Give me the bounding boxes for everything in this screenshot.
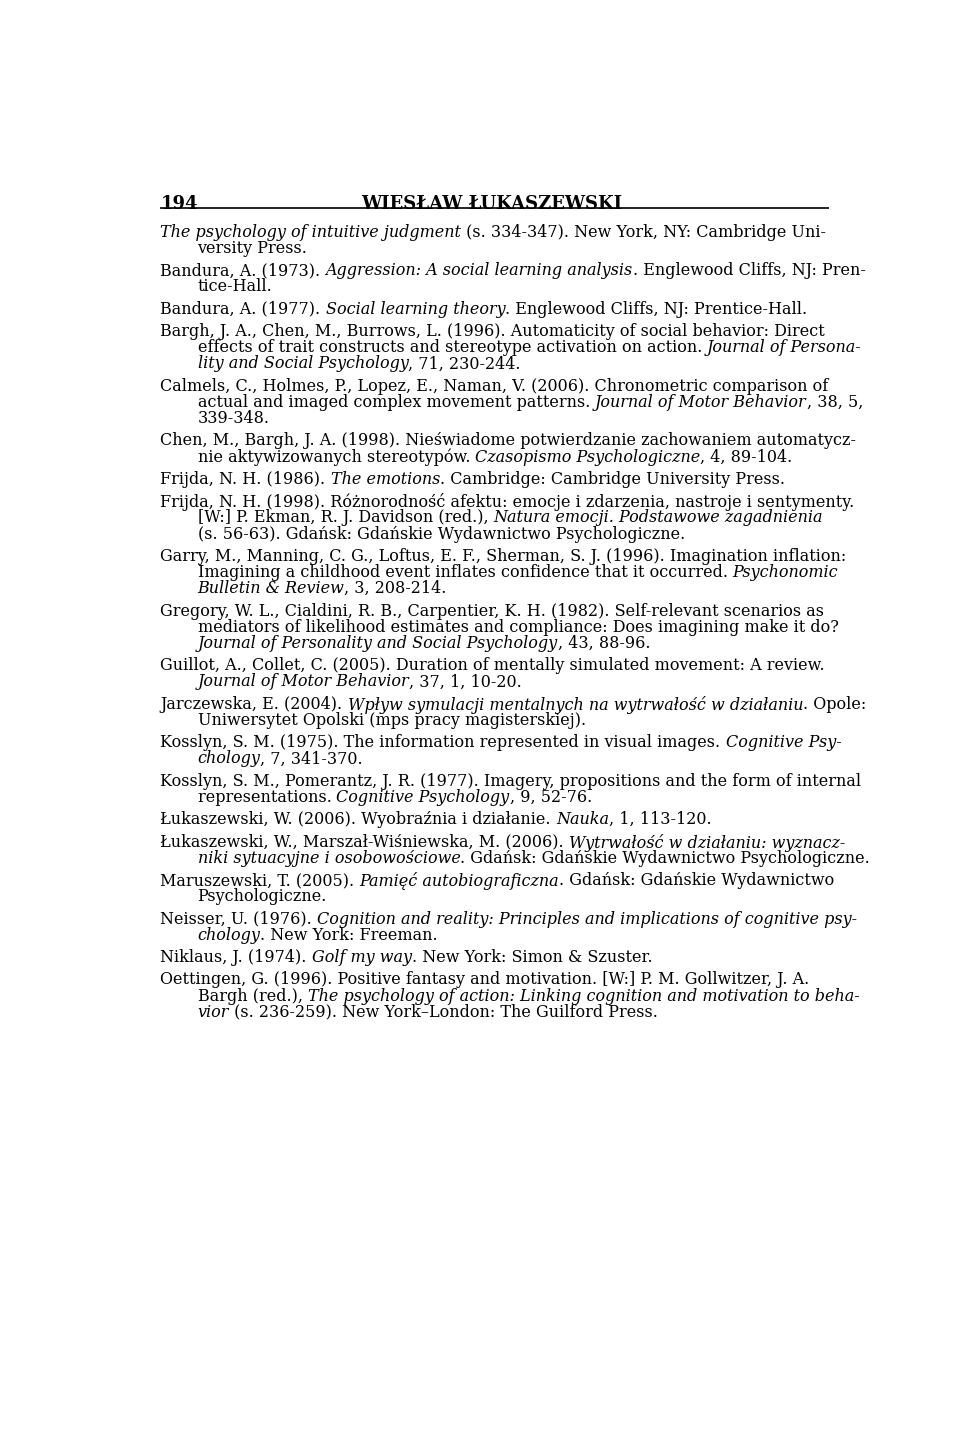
- Text: . Cambridge: Cambridge University Press.: . Cambridge: Cambridge University Press.: [440, 471, 785, 488]
- Text: representations.: representations.: [198, 789, 337, 806]
- Text: Aggression: A social learning analysis: Aggression: A social learning analysis: [325, 263, 633, 280]
- Text: . New York: Freeman.: . New York: Freeman.: [260, 927, 438, 944]
- Text: Journal of Persona-: Journal of Persona-: [707, 339, 862, 356]
- Text: , 7, 341-370.: , 7, 341-370.: [260, 751, 363, 768]
- Text: Niklaus, J. (1974).: Niklaus, J. (1974).: [160, 949, 312, 966]
- Text: Natura emocji. Podstawowe zagadnienia: Natura emocji. Podstawowe zagadnienia: [493, 509, 823, 527]
- Text: Cognition and reality: Principles and implications of cognitive psy-: Cognition and reality: Principles and im…: [317, 911, 857, 927]
- Text: niki sytuacyjne i osobowościowe: niki sytuacyjne i osobowościowe: [198, 850, 461, 867]
- Text: Cognitive Psy-: Cognitive Psy-: [726, 735, 841, 752]
- Text: effects of trait constructs and stereotype activation on action.: effects of trait constructs and stereoty…: [198, 339, 707, 356]
- Text: . Opole:: . Opole:: [804, 696, 866, 713]
- Text: (s. 236-259). New York–London: The Guilford Press.: (s. 236-259). New York–London: The Guilf…: [228, 1004, 658, 1020]
- Text: tice-Hall.: tice-Hall.: [198, 278, 273, 296]
- Text: Łukaszewski, W. (2006). Wyobraźnia i działanie.: Łukaszewski, W. (2006). Wyobraźnia i dzi…: [160, 811, 556, 828]
- Text: Uniwersytet Opolski (mps pracy magisterskiej).: Uniwersytet Opolski (mps pracy magisters…: [198, 712, 586, 729]
- Text: Calmels, C., Holmes, P., Lopez, E., Naman, V. (2006). Chronometric comparison of: Calmels, C., Holmes, P., Lopez, E., Nama…: [160, 377, 828, 395]
- Text: Cognitive Psychology: Cognitive Psychology: [337, 789, 510, 806]
- Text: , 9, 52-76.: , 9, 52-76.: [510, 789, 592, 806]
- Text: Oettingen, G. (1996). Positive fantasy and motivation. [W:] P. M. Gollwitzer, J.: Oettingen, G. (1996). Positive fantasy a…: [160, 971, 809, 989]
- Text: (s. 334-347). New York, NY: Cambridge Uni-: (s. 334-347). New York, NY: Cambridge Un…: [461, 224, 827, 241]
- Text: chology: chology: [198, 927, 260, 944]
- Text: Maruszewski, T. (2005).: Maruszewski, T. (2005).: [160, 872, 360, 890]
- Text: . Englewood Cliffs, NJ: Pren-: . Englewood Cliffs, NJ: Pren-: [633, 263, 866, 280]
- Text: Journal of Motor Behavior: Journal of Motor Behavior: [595, 395, 806, 410]
- Text: Frijda, N. H. (1986).: Frijda, N. H. (1986).: [160, 471, 330, 488]
- Text: Guillot, A., Collet, C. (2005). Duration of mentally simulated movement: A revie: Guillot, A., Collet, C. (2005). Duration…: [160, 657, 825, 674]
- Text: Bandura, A. (1977).: Bandura, A. (1977).: [160, 301, 325, 317]
- Text: (s. 56-63). Gdańsk: Gdańskie Wydawnictwo Psychologiczne.: (s. 56-63). Gdańsk: Gdańskie Wydawnictwo…: [198, 525, 684, 542]
- Text: , 43, 88-96.: , 43, 88-96.: [558, 634, 650, 651]
- Text: , 4, 89-104.: , 4, 89-104.: [701, 449, 793, 465]
- Text: Kosslyn, S. M. (1975). The information represented in visual images.: Kosslyn, S. M. (1975). The information r…: [160, 735, 726, 752]
- Text: mediators of likelihood estimates and compliance: Does imagining make it do?: mediators of likelihood estimates and co…: [198, 618, 838, 636]
- Text: The emotions: The emotions: [330, 471, 440, 488]
- Text: Bargh, J. A., Chen, M., Burrows, L. (1996). Automaticity of social behavior: Dir: Bargh, J. A., Chen, M., Burrows, L. (199…: [160, 323, 825, 340]
- Text: Social learning theory: Social learning theory: [325, 301, 505, 317]
- Text: , 37, 1, 10-20.: , 37, 1, 10-20.: [409, 673, 522, 690]
- Text: Garry, M., Manning, C. G., Loftus, E. F., Sherman, S. J. (1996). Imagination inf: Garry, M., Manning, C. G., Loftus, E. F.…: [160, 548, 847, 565]
- Text: nie aktywizowanych stereotypów.: nie aktywizowanych stereotypów.: [198, 449, 475, 466]
- Text: chology: chology: [198, 751, 260, 768]
- Text: , 38, 5,: , 38, 5,: [806, 395, 863, 410]
- Text: [W:] P. Ekman, R. J. Davidson (red.),: [W:] P. Ekman, R. J. Davidson (red.),: [198, 509, 493, 527]
- Text: WIESŁAW ŁUKASZEWSKI: WIESŁAW ŁUKASZEWSKI: [361, 195, 623, 214]
- Text: , 71, 230-244.: , 71, 230-244.: [408, 356, 521, 373]
- Text: . Englewood Cliffs, NJ: Prentice-Hall.: . Englewood Cliffs, NJ: Prentice-Hall.: [505, 301, 807, 317]
- Text: vior: vior: [198, 1004, 228, 1020]
- Text: Kosslyn, S. M., Pomerantz, J. R. (1977). Imagery, propositions and the form of i: Kosslyn, S. M., Pomerantz, J. R. (1977).…: [160, 773, 861, 789]
- Text: . New York: Simon & Szuster.: . New York: Simon & Szuster.: [412, 949, 653, 966]
- Text: . Gdańsk: Gdańskie Wydawnictwo Psychologiczne.: . Gdańsk: Gdańskie Wydawnictwo Psycholog…: [461, 850, 870, 867]
- Text: Nauka: Nauka: [556, 811, 609, 828]
- Text: versity Press.: versity Press.: [198, 240, 307, 257]
- Text: Gregory, W. L., Cialdini, R. B., Carpentier, K. H. (1982). Self-relevant scenari: Gregory, W. L., Cialdini, R. B., Carpent…: [160, 603, 825, 620]
- Text: Frijda, N. H. (1998). Różnorodność afektu: emocje i zdarzenia, nastroje i sentym: Frijda, N. H. (1998). Różnorodność afekt…: [160, 494, 854, 511]
- Text: , 1, 113-120.: , 1, 113-120.: [609, 811, 711, 828]
- Text: Journal of Personality and Social Psychology: Journal of Personality and Social Psycho…: [198, 634, 558, 651]
- Text: The psychology of intuitive judgment: The psychology of intuitive judgment: [160, 224, 461, 241]
- Text: 339-348.: 339-348.: [198, 410, 270, 428]
- Text: , 3, 208-214.: , 3, 208-214.: [345, 580, 446, 597]
- Text: Jarczewska, E. (2004).: Jarczewska, E. (2004).: [160, 696, 348, 713]
- Text: Bulletin & Review: Bulletin & Review: [198, 580, 345, 597]
- Text: actual and imaged complex movement patterns.: actual and imaged complex movement patte…: [198, 395, 595, 410]
- Text: Neisser, U. (1976).: Neisser, U. (1976).: [160, 911, 317, 927]
- Text: Łukaszewski, W., Marszał-Wiśniewska, M. (2006).: Łukaszewski, W., Marszał-Wiśniewska, M. …: [160, 834, 569, 851]
- Text: Psychonomic: Psychonomic: [732, 564, 838, 581]
- Text: Journal of Motor Behavior: Journal of Motor Behavior: [198, 673, 409, 690]
- Text: Czasopismo Psychologiczne: Czasopismo Psychologiczne: [475, 449, 701, 465]
- Text: Pamięć autobiograficzna: Pamięć autobiograficzna: [360, 872, 559, 890]
- Text: Bargh (red.),: Bargh (red.),: [198, 987, 307, 1004]
- Text: Psychologiczne.: Psychologiczne.: [198, 888, 326, 905]
- Text: 194: 194: [160, 195, 198, 214]
- Text: Wytrwałość w działaniu: wyznacz-: Wytrwałość w działaniu: wyznacz-: [569, 834, 846, 851]
- Text: Wpływ symulacji mentalnych na wytrwałość w działaniu: Wpływ symulacji mentalnych na wytrwałość…: [348, 696, 804, 713]
- Text: Bandura, A. (1973).: Bandura, A. (1973).: [160, 263, 325, 280]
- Text: Golf my way: Golf my way: [312, 949, 412, 966]
- Text: The psychology of action: Linking cognition and motivation to beha-: The psychology of action: Linking cognit…: [307, 987, 859, 1004]
- Text: Imagining a childhood event inflates confidence that it occurred.: Imagining a childhood event inflates con…: [198, 564, 732, 581]
- Text: lity and Social Psychology: lity and Social Psychology: [198, 356, 408, 373]
- Text: Chen, M., Bargh, J. A. (1998). Nieświadome potwierdzanie zachowaniem automatycz-: Chen, M., Bargh, J. A. (1998). Nieświado…: [160, 432, 856, 449]
- Text: . Gdańsk: Gdańskie Wydawnictwo: . Gdańsk: Gdańskie Wydawnictwo: [559, 872, 834, 890]
